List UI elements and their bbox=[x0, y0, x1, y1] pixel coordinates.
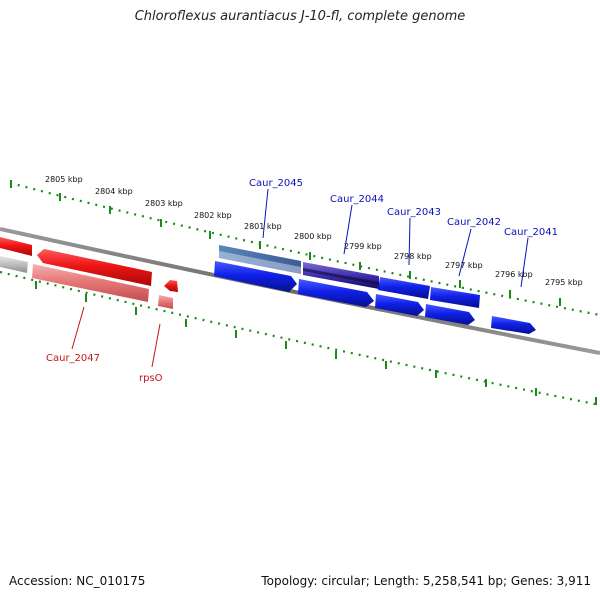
gene-arrow-caur-2043[interactable] bbox=[375, 294, 424, 316]
scale-label-2802: 2802 kbp bbox=[194, 211, 232, 220]
inner-tick-ring bbox=[0, 270, 600, 407]
gene-label-rpso[interactable]: rpsO bbox=[139, 373, 163, 384]
genome-title: Chloroflexus aurantiacus J-10-fl, comple… bbox=[134, 9, 466, 24]
gene-label-caur-2042[interactable]: Caur_2042 bbox=[447, 217, 501, 228]
scale-label-2803: 2803 kbp bbox=[145, 199, 183, 208]
scale-label-2797: 2797 kbp bbox=[445, 261, 483, 270]
scale-label-2800: 2800 kbp bbox=[294, 232, 332, 241]
scale-label-2804: 2804 kbp bbox=[95, 187, 133, 196]
gene-label-caur-2045[interactable]: Caur_2045 bbox=[249, 178, 303, 189]
gene-arrow-caur-2042-top[interactable] bbox=[430, 287, 480, 308]
gene-arrow-caur-2042[interactable] bbox=[425, 304, 475, 325]
scale-label-2796: 2796 kbp bbox=[495, 270, 533, 279]
gene-arrow-caur-2045-top[interactable] bbox=[219, 245, 301, 274]
gene-label-caur-2041[interactable]: Caur_2041 bbox=[504, 227, 558, 238]
gene-arrow-caur-2041[interactable] bbox=[491, 316, 536, 334]
gene-arrow-caur-2047[interactable] bbox=[32, 249, 152, 302]
label-leaders bbox=[71, 188, 529, 368]
gene-arrow-caur-2043-top[interactable] bbox=[378, 277, 430, 299]
gene-label-caur-2043[interactable]: Caur_2043 bbox=[387, 207, 441, 218]
genome-summary-text: Topology: circular; Length: 5,258,541 bp… bbox=[261, 574, 591, 588]
gene-arrow-rpso[interactable] bbox=[158, 280, 178, 309]
scale-label-2799: 2799 kbp bbox=[344, 242, 382, 251]
gene-label-caur-2047[interactable]: Caur_2047 bbox=[46, 353, 100, 364]
gene-arrow-left-edge[interactable] bbox=[0, 237, 32, 273]
inner-major-ticks bbox=[35, 281, 597, 405]
scale-label-2798: 2798 kbp bbox=[394, 252, 432, 261]
accession-text: Accession: NC_010175 bbox=[9, 574, 146, 588]
gene-arrow-caur-2045[interactable] bbox=[214, 261, 297, 292]
gene-label-caur-2044[interactable]: Caur_2044 bbox=[330, 194, 384, 205]
scale-label-2805: 2805 kbp bbox=[45, 175, 83, 184]
gene-arrow-caur-2044[interactable] bbox=[298, 279, 374, 307]
scale-label-2795: 2795 kbp bbox=[545, 278, 583, 287]
outer-major-ticks bbox=[10, 180, 561, 306]
scale-label-2801: 2801 kbp bbox=[244, 222, 282, 231]
gene-arrow-caur-2044-top[interactable] bbox=[303, 262, 379, 289]
